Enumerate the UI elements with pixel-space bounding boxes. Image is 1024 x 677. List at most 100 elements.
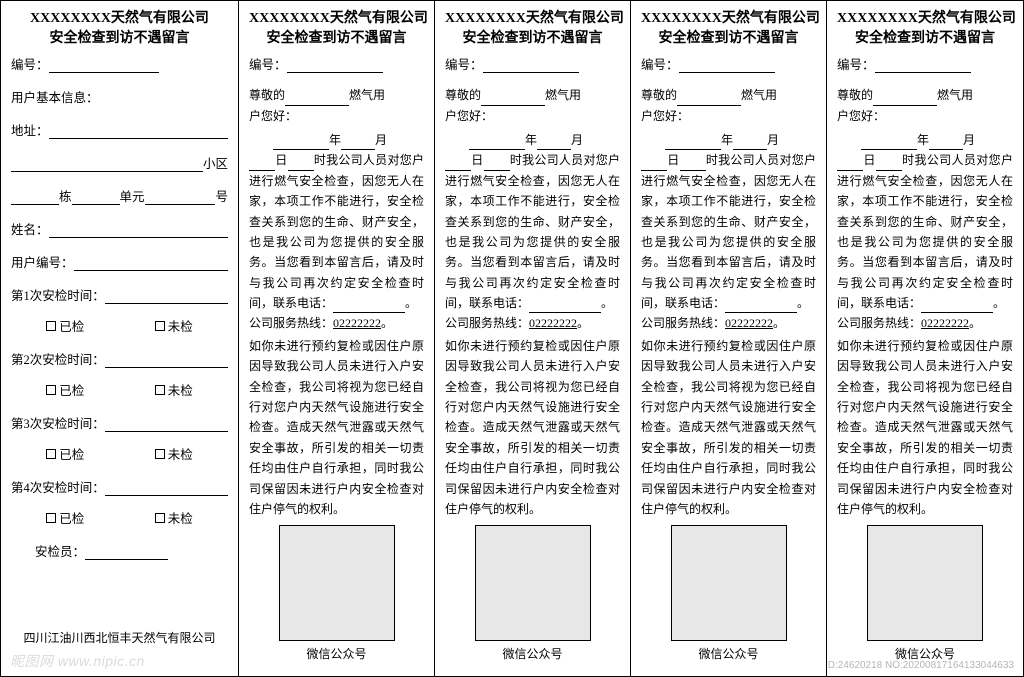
check4-blank <box>105 482 228 496</box>
name-row: 姓名： <box>11 219 228 238</box>
salutation: 尊敬的 燃气用 户您好： <box>249 85 424 126</box>
serial-blank <box>679 59 775 73</box>
company-title: XXXXXXXX天然气有限公司 <box>641 9 816 29</box>
salutation-suffix: 燃气用 <box>741 88 777 102</box>
serial-row: 编号： <box>445 54 620 73</box>
customer-blank <box>677 92 741 106</box>
hotline-number: 02222222 <box>725 316 773 330</box>
serial-row: 编号： <box>641 54 816 73</box>
hotline-label: 公司服务热线： <box>641 316 725 330</box>
inspector-row: 安检员： <box>11 541 228 560</box>
doc-title: 安全检查到访不遇留言 <box>445 29 620 49</box>
body-para2: 如你未进行预约复检或因住户原因导致我公司人员未进行入户安全检查，我公司将视为您已… <box>249 336 424 520</box>
day-blank <box>837 159 863 171</box>
check4-unchecked: 未检 <box>155 508 193 527</box>
company-title: XXXXXXXX天然气有限公司 <box>837 9 1013 29</box>
address-blank <box>49 125 228 139</box>
checkbox-icon <box>155 385 165 395</box>
body-text: 年月日时我公司人员对您户进行燃气安全检查，因您无人在家，本项工作不能进行，安全检… <box>445 130 620 314</box>
serial-label: 编号： <box>837 58 875 72</box>
check3-checked: 已检 <box>46 444 84 463</box>
salutation-suffix2: 户您好： <box>249 109 297 123</box>
danyuan-suffix: 单元 <box>120 186 145 205</box>
year-blank <box>273 138 329 150</box>
hotline-label: 公司服务热线： <box>837 316 921 330</box>
salutation-prefix: 尊敬的 <box>249 88 285 102</box>
doc-title: 安全检查到访不遇留言 <box>249 29 424 49</box>
qr-placeholder <box>475 525 591 641</box>
month-blank <box>341 138 375 150</box>
salutation-prefix: 尊敬的 <box>837 88 873 102</box>
check4-boxes: 已检 未检 <box>11 508 228 527</box>
dong-blank <box>11 191 59 205</box>
salutation-suffix: 燃气用 <box>937 88 973 102</box>
body-text: 年月日时我公司人员对您户进行燃气安全检查，因您无人在家，本项工作不能进行，安全检… <box>249 130 424 314</box>
panel-notice-4: XXXXXXXX天然气有限公司 安全检查到访不遇留言 编号： 尊敬的燃气用 户您… <box>827 1 1023 676</box>
body-para2: 如你未进行预约复检或因住户原因导致我公司人员未进行入户安全检查，我公司将视为您已… <box>837 336 1013 520</box>
xiaoqu-row: 小区 <box>11 153 228 172</box>
hotline-label: 公司服务热线： <box>445 316 529 330</box>
panel-notice-1: XXXXXXXX天然气有限公司 安全检查到访不遇留言 编号： 尊敬的 燃气用 户您… <box>239 1 435 676</box>
check1-unchecked: 未检 <box>155 316 193 335</box>
userid-label: 用户编号： <box>11 252 74 271</box>
check3-time-row: 第3次安检时间： <box>11 413 228 432</box>
check1-blank <box>105 290 228 304</box>
hotline-row: 公司服务热线：02222222。 <box>837 313 1013 333</box>
check2-time-row: 第2次安检时间： <box>11 349 228 368</box>
panel-notice-2: XXXXXXXX天然气有限公司 安全检查到访不遇留言 编号： 尊敬的燃气用 户您… <box>435 1 631 676</box>
salutation-suffix2: 户您好： <box>641 109 689 123</box>
serial-blank <box>483 59 579 73</box>
hotline-number: 02222222 <box>921 316 969 330</box>
qr-caption: 微信公众号 <box>641 645 816 662</box>
hotline-number: 02222222 <box>529 316 577 330</box>
check2-checked: 已检 <box>46 380 84 399</box>
qr-placeholder <box>671 525 787 641</box>
hao-blank <box>145 191 216 205</box>
userid-blank <box>74 257 228 271</box>
check2-label: 第2次安检时间： <box>11 349 105 368</box>
panel-notice-3: XXXXXXXX天然气有限公司 安全检查到访不遇留言 编号： 尊敬的燃气用 户您… <box>631 1 827 676</box>
serial-label: 编号： <box>445 58 483 72</box>
qr-placeholder <box>279 525 395 641</box>
month-blank <box>929 138 963 150</box>
body-main: 对您户进行燃气安全检查，因您无人在家，本项工作不能进行，安全检查关系到您的生命、… <box>837 153 1013 310</box>
inspector-blank <box>85 546 168 560</box>
basic-info-label: 用户基本信息： <box>11 87 228 106</box>
month-blank <box>537 138 571 150</box>
watermark-left: 昵图网 www.nipic.cn <box>10 651 145 671</box>
body-main: 对您户进行燃气安全检查，因您无人在家，本项工作不能进行，安全检查关系到您的生命、… <box>641 153 816 310</box>
check3-unchecked: 未检 <box>155 444 193 463</box>
salutation: 尊敬的 燃气用 户您好： <box>641 85 816 126</box>
body-para2: 如你未进行预约复检或因住户原因导致我公司人员未进行入户安全检查，我公司将视为您已… <box>445 336 620 520</box>
doc-title: 安全检查到访不遇留言 <box>837 29 1013 49</box>
check4-checked: 已检 <box>46 508 84 527</box>
hotline-label: 公司服务热线： <box>249 316 333 330</box>
serial-row: 编号： <box>249 54 424 73</box>
xiaoqu-blank <box>11 158 203 172</box>
company-title: XXXXXXXX天然气有限公司 <box>249 9 424 29</box>
check2-boxes: 已检 未检 <box>11 380 228 399</box>
day-blank <box>641 159 667 171</box>
company-title: XXXXXXXX天然气有限公司 <box>445 9 620 29</box>
serial-label: 编号： <box>11 58 49 72</box>
check4-label: 第4次安检时间： <box>11 477 105 496</box>
userid-row: 用户编号： <box>11 252 228 271</box>
building-row: 栋 单元 号 <box>11 186 228 205</box>
month-blank <box>733 138 767 150</box>
serial-label: 编号： <box>641 58 679 72</box>
checkbox-icon <box>46 449 56 459</box>
checkbox-icon <box>46 513 56 523</box>
salutation-prefix: 尊敬的 <box>641 88 677 102</box>
salutation: 尊敬的燃气用 户您好： <box>837 85 1013 126</box>
serial-blank <box>875 59 971 73</box>
qr-caption: 微信公众号 <box>249 645 424 662</box>
check1-boxes: 已检 未检 <box>11 316 228 335</box>
checkbox-icon <box>155 449 165 459</box>
customer-blank <box>481 92 545 106</box>
hotline-row: 公司服务热线：02222222。 <box>445 313 620 333</box>
body-text: 年月日时我公司人员对您户进行燃气安全检查，因您无人在家，本项工作不能进行，安全检… <box>837 130 1013 314</box>
salutation-suffix: 燃气用 <box>349 88 385 102</box>
check2-blank <box>105 354 228 368</box>
phone-blank <box>725 301 797 313</box>
hour-blank <box>288 159 314 171</box>
